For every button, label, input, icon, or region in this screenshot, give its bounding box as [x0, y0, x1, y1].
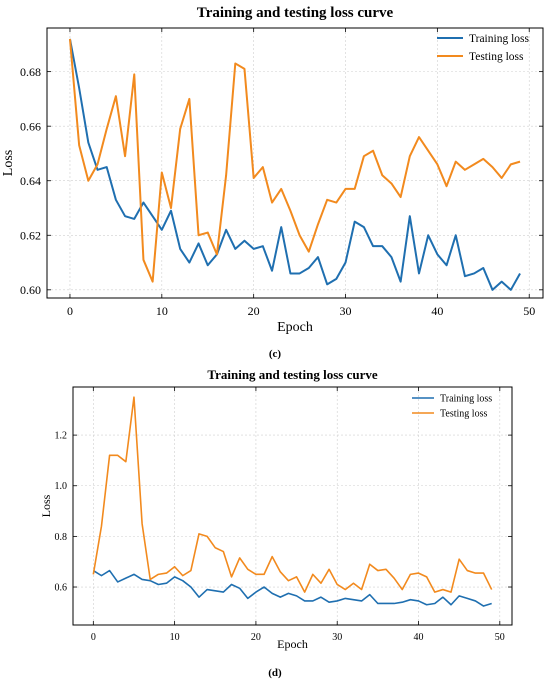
- y-tick-label: 0.66: [20, 119, 41, 133]
- legend-label: Testing loss: [469, 51, 524, 63]
- y-tick-label: 0.6: [55, 583, 68, 594]
- chart-title: Training and testing loss curve: [197, 5, 394, 21]
- x-tick-label: 20: [251, 632, 261, 643]
- series-line-testing: [92, 396, 493, 593]
- chart-panel-c: 0 10 20 30 40 50 0.60 0.62 0.64 0.66 0.68 Training …: [1, 5, 544, 360]
- panel-label: (d): [268, 667, 282, 679]
- x-tick-label: 10: [156, 304, 168, 318]
- series-line-testing: [68, 38, 521, 283]
- x-tick-label: 50: [523, 304, 535, 318]
- x-tick-label: 10: [170, 632, 180, 643]
- x-tick-label: 0: [67, 304, 73, 318]
- y-tick-label: 1.0: [55, 481, 68, 492]
- plot-frame: [46, 27, 544, 299]
- x-tick-label: 40: [414, 632, 424, 643]
- x-axis-label: Epoch: [277, 320, 313, 335]
- panel-label: (c): [269, 348, 282, 360]
- y-tick-label: 0.62: [20, 228, 41, 242]
- y-axis-label: Loss: [39, 494, 53, 517]
- series-line-training: [68, 38, 521, 291]
- x-tick-label: 30: [332, 632, 342, 643]
- x-tick-label: 40: [431, 304, 443, 318]
- x-tick-label: 50: [495, 632, 505, 643]
- series-line-training: [92, 569, 492, 607]
- y-axis-label: Loss: [1, 150, 16, 176]
- x-axis-label: Epoch: [277, 637, 308, 651]
- y-tick-label: 0.60: [20, 283, 41, 297]
- x-tick-label: 20: [248, 304, 260, 318]
- chart-title: Training and testing loss curve: [207, 367, 377, 382]
- y-tick-label: 1.2: [55, 431, 68, 442]
- legend: Training loss Testing loss: [437, 33, 529, 63]
- legend-label: Training loss: [440, 394, 492, 405]
- x-tick-label: 0: [91, 632, 96, 643]
- y-tick-label: 0.68: [20, 65, 41, 79]
- x-tick-label: 30: [340, 304, 352, 318]
- y-tick-label: 0.8: [55, 532, 68, 543]
- legend-label: Testing loss: [440, 409, 487, 420]
- legend: Training loss Testing loss: [412, 394, 492, 420]
- y-tick-label: 0.64: [20, 174, 41, 188]
- plot-frame: [72, 386, 513, 626]
- legend-label: Training loss: [469, 33, 529, 45]
- chart-panel-d: 0 10 20 30 40 50 0.6 0.8 1.0 1.2 Training and test…: [39, 367, 513, 679]
